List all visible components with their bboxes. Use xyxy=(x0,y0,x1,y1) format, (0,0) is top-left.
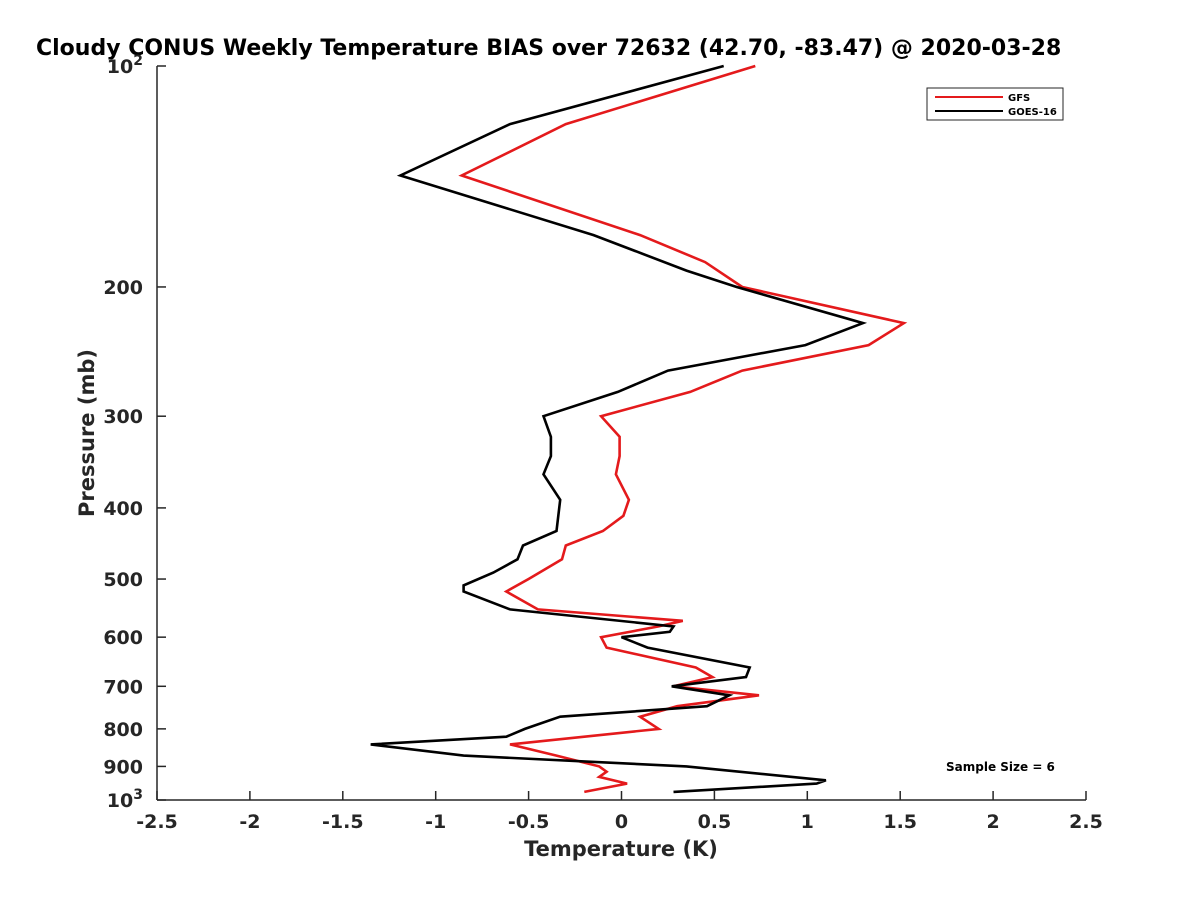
chart-title: Cloudy CONUS Weekly Temperature BIAS ove… xyxy=(36,36,1061,61)
y-tick-label: 102 xyxy=(107,53,143,78)
legend-label-goes16: GOES-16 xyxy=(1008,107,1057,118)
legend-box xyxy=(926,87,1064,121)
y-tick-label: 700 xyxy=(103,676,143,698)
y-tick-label: 900 xyxy=(103,756,143,778)
x-tick-label: -0.5 xyxy=(508,811,550,833)
y-tick-label: 500 xyxy=(103,569,143,591)
x-tick-label: -2.5 xyxy=(136,811,178,833)
y-axis-ticks: 102 200 300 400 500 600 700 800 900 103 xyxy=(103,53,166,812)
legend: GFS GOES-16 xyxy=(926,87,1064,121)
y-tick-label: 300 xyxy=(103,406,143,428)
x-axis-ticks: -2.5 -2 -1.5 -1 -0.5 0 0.5 1 1.5 2 2.5 xyxy=(136,791,1103,833)
y-tick-label: 200 xyxy=(103,277,143,299)
y-tick-label: 800 xyxy=(103,719,143,741)
x-axis-label: Temperature (K) xyxy=(524,837,718,861)
x-tick-label: 1.5 xyxy=(883,811,917,833)
x-tick-label: -1.5 xyxy=(322,811,364,833)
x-tick-label: 0 xyxy=(615,811,628,833)
x-tick-label: 1 xyxy=(801,811,814,833)
legend-label-gfs: GFS xyxy=(1008,93,1030,104)
y-tick-label: 600 xyxy=(103,627,143,649)
y-axis-label: Pressure (mb) xyxy=(75,349,99,517)
series-line-goes16 xyxy=(370,64,868,794)
y-tick-label: 400 xyxy=(103,498,143,520)
x-tick-label: 2 xyxy=(986,811,999,833)
sample-size-annotation: Sample Size = 6 xyxy=(946,760,1055,774)
x-tick-label: 0.5 xyxy=(698,811,732,833)
plot-lines xyxy=(370,64,908,794)
series-line-gfs xyxy=(458,64,908,794)
x-tick-label: 2.5 xyxy=(1069,811,1103,833)
x-tick-label: -1 xyxy=(425,811,446,833)
y-tick-label: 103 xyxy=(107,787,143,812)
x-tick-label: -2 xyxy=(239,811,260,833)
